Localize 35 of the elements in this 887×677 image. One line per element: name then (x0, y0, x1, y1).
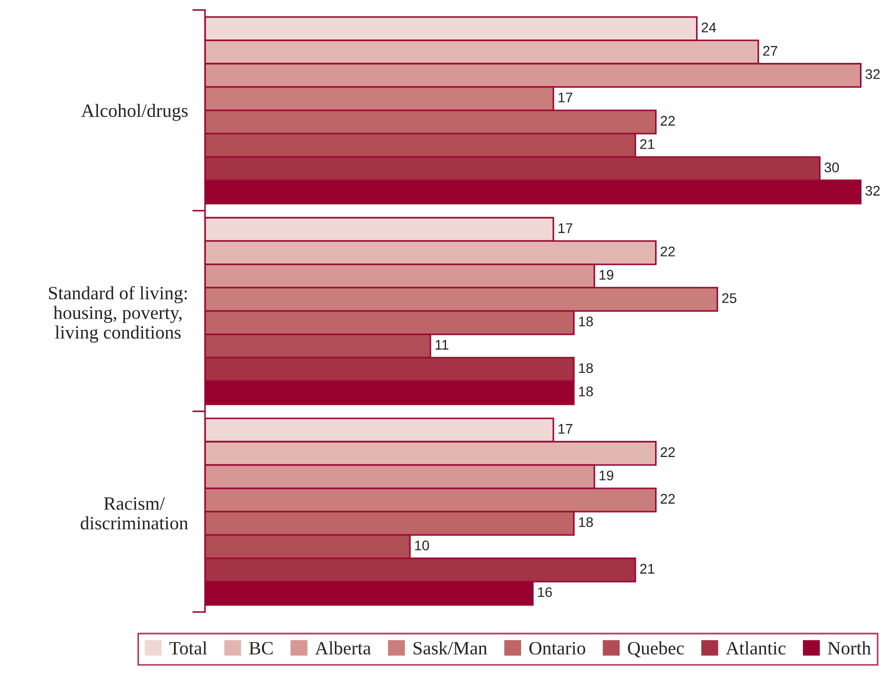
data-label: 25 (722, 293, 736, 304)
data-label: 22 (660, 246, 675, 256)
data-label: 18 (579, 363, 593, 374)
data-label: 24 (702, 22, 716, 32)
data-label: 18 (579, 386, 593, 396)
legend-label: Total (169, 641, 208, 655)
data-label: 21 (640, 139, 654, 149)
data-label: 22 (660, 116, 675, 126)
legend-label: BC (249, 642, 273, 655)
data-label: 22 (660, 494, 675, 504)
y-tick-label: Alcohol/drugs (81, 104, 188, 121)
data-label: 30 (824, 162, 839, 172)
data-label: 22 (660, 447, 675, 457)
legend-label: Quebec (628, 641, 684, 658)
data-label: 17 (558, 424, 572, 434)
data-label: 17 (558, 92, 572, 102)
legend-label: Atlantic (726, 641, 786, 655)
data-label: 10 (415, 540, 429, 550)
data-label: 32 (865, 69, 880, 80)
y-tick-label: Racism/ discrimination (80, 497, 188, 530)
y-tick-label: Standard of living: housing, poverty, living conditions (48, 286, 187, 343)
data-label: 32 (865, 186, 880, 196)
legend-label: Alberta (315, 641, 371, 655)
data-label: 16 (538, 587, 552, 598)
legend-label: Sask/Man (414, 641, 488, 655)
data-label: 21 (640, 564, 654, 574)
data-label: 11 (436, 340, 448, 350)
legend-label: North (828, 641, 871, 655)
data-label: 18 (579, 517, 593, 528)
data-label: 18 (579, 316, 593, 326)
data-label: 19 (600, 270, 614, 280)
data-label: 19 (600, 470, 614, 480)
data-label: 27 (763, 46, 778, 56)
legend-label: Ontario (529, 642, 586, 655)
data-label: 17 (558, 223, 572, 233)
